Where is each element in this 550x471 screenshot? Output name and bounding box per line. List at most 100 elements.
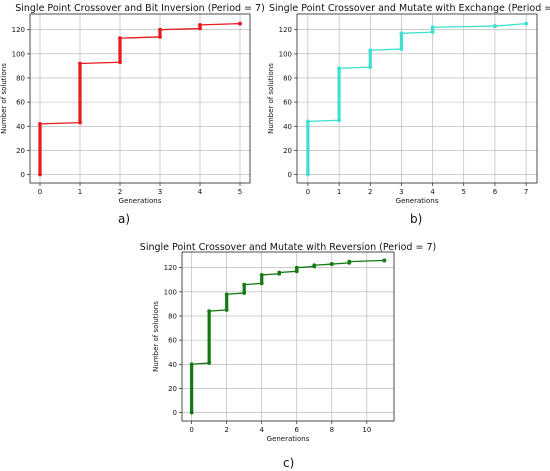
- x-tick-label: 4: [198, 188, 203, 196]
- y-tick-label: 20: [168, 385, 177, 393]
- x-tick-label: 10: [362, 426, 371, 434]
- x-tick-label: 3: [158, 188, 162, 196]
- data-point: [399, 47, 404, 51]
- chart-title: Single Point Crossover and Mutate with E…: [269, 3, 550, 14]
- y-tick-label: 40: [16, 123, 25, 131]
- x-tick-label: 6: [493, 188, 498, 196]
- series-connector: [370, 48, 402, 51]
- y-axis-label: Number of solutions: [152, 301, 160, 372]
- y-tick-label: 40: [283, 123, 292, 131]
- plot-frame: [29, 13, 251, 184]
- series-connector: [39, 121, 81, 125]
- sublabel-b: b): [410, 212, 423, 226]
- data-point: [337, 118, 341, 123]
- data-point: [337, 66, 341, 71]
- data-point: [238, 21, 242, 26]
- x-tick-label: 7: [524, 188, 528, 196]
- series-connector: [199, 23, 241, 26]
- data-point: [294, 269, 299, 274]
- data-point: [259, 281, 264, 286]
- data-point: [38, 172, 42, 177]
- x-tick-label: 2: [368, 188, 372, 196]
- x-tick-label: 2: [118, 188, 122, 196]
- series-connector: [226, 292, 245, 295]
- data-point: [118, 36, 122, 41]
- data-point: [430, 30, 435, 35]
- data-point: [382, 258, 387, 263]
- series-connector: [331, 262, 350, 265]
- y-tick-label: 60: [16, 99, 25, 107]
- chart-a: 0 1 2 3 4 5 0 20 40 60 80 100 120 Single Point Crosso…: [0, 3, 265, 205]
- sublabel-a: a): [118, 212, 131, 226]
- data-point: [306, 119, 310, 124]
- y-tick-label: 100: [164, 288, 177, 296]
- chart-title: Single Point Crossover and Mutate with R…: [140, 242, 436, 253]
- x-tick-label: 4: [430, 188, 435, 196]
- series-connector: [432, 25, 495, 28]
- x-axis-label: Generations: [119, 197, 162, 205]
- plot-frame: [181, 251, 395, 422]
- y-tick-label: 20: [283, 147, 292, 155]
- x-axis-label: Generations: [267, 435, 310, 443]
- data-point: [306, 172, 310, 177]
- y-tick-label: 120: [164, 264, 177, 272]
- series-connector: [191, 362, 210, 365]
- y-axis-label: Number of solutions: [0, 63, 8, 134]
- data-point: [224, 308, 229, 312]
- data-point: [158, 27, 162, 32]
- x-tick-label: 0: [38, 188, 42, 196]
- series-connector: [79, 61, 121, 65]
- data-point: [78, 61, 82, 66]
- plot-frame: [296, 13, 538, 184]
- data-point: [207, 361, 212, 365]
- y-tick-label: 120: [12, 26, 25, 34]
- data-point: [118, 60, 122, 65]
- y-tick-label: 0: [288, 171, 292, 179]
- data-point: [189, 362, 194, 367]
- y-tick-label: 100: [12, 50, 25, 58]
- x-tick-label: 4: [259, 426, 264, 434]
- y-axis-label: Number of solutions: [267, 63, 275, 134]
- data-point: [430, 25, 435, 30]
- series-connector: [314, 263, 332, 266]
- x-tick-label: 8: [330, 426, 334, 434]
- y-tick-label: 80: [283, 74, 292, 82]
- data-point: [524, 21, 528, 26]
- y-tick-label: 60: [168, 337, 177, 345]
- data-point: [329, 262, 334, 266]
- series-connector: [349, 259, 385, 263]
- x-tick-label: 1: [78, 188, 82, 196]
- y-tick-label: 60: [283, 99, 292, 107]
- y-tick-label: 120: [279, 26, 292, 34]
- data-point: [493, 24, 497, 28]
- x-axis-label: Generations: [396, 197, 439, 205]
- data-point: [259, 273, 264, 277]
- y-tick-label: 20: [16, 147, 25, 155]
- data-point: [242, 291, 247, 295]
- x-tick-label: 2: [224, 426, 228, 434]
- x-tick-label: 0: [189, 426, 193, 434]
- x-tick-label: 0: [306, 188, 310, 196]
- data-point: [312, 263, 317, 268]
- x-tick-label: 3: [399, 188, 403, 196]
- data-point: [78, 120, 82, 125]
- x-tick-label: 5: [462, 188, 466, 196]
- series-connector: [119, 36, 161, 39]
- y-tick-label: 0: [21, 171, 25, 179]
- series-connector: [159, 27, 201, 31]
- data-point: [158, 35, 162, 39]
- series-connector: [296, 265, 315, 269]
- data-point: [198, 22, 202, 27]
- series-connector: [261, 273, 280, 276]
- data-point: [294, 265, 299, 270]
- y-tick-label: 0: [173, 409, 177, 417]
- data-point: [189, 410, 194, 415]
- series-connector: [494, 23, 527, 27]
- data-point: [198, 26, 202, 31]
- data-point: [368, 65, 373, 70]
- x-tick-label: 5: [238, 188, 242, 196]
- series-connector: [307, 119, 340, 123]
- data-point: [224, 292, 229, 297]
- data-point: [242, 282, 247, 287]
